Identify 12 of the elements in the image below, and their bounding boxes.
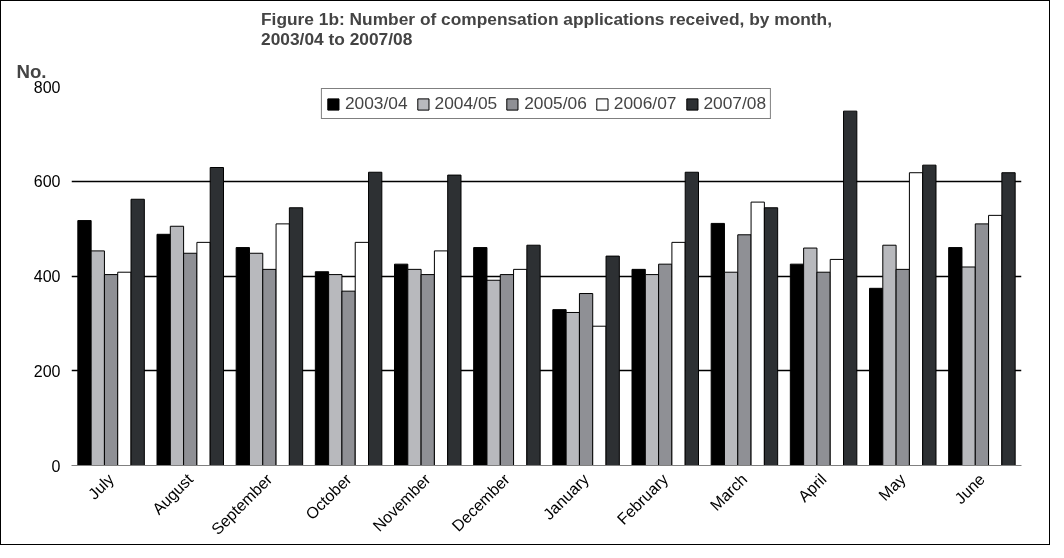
y-tick-label: 0 — [51, 457, 61, 475]
legend-label: 2005/06 — [524, 93, 587, 114]
legend-label: 2003/04 — [344, 93, 408, 114]
y-tick-label: 200 — [33, 362, 61, 380]
chart-title: Figure 1b: Number of compensation applications received, by month, 2003/04 to 2007/08 — [261, 8, 832, 49]
x-tick-label: July — [84, 470, 118, 503]
y-tick-label: 600 — [33, 173, 61, 191]
x-tick-label: May — [875, 470, 909, 504]
legend-label: 2007/08 — [703, 93, 767, 114]
legend-label: 2006/07 — [613, 93, 677, 114]
y-tick-label: 400 — [33, 268, 61, 285]
legend-label: 2004/05 — [434, 93, 498, 114]
